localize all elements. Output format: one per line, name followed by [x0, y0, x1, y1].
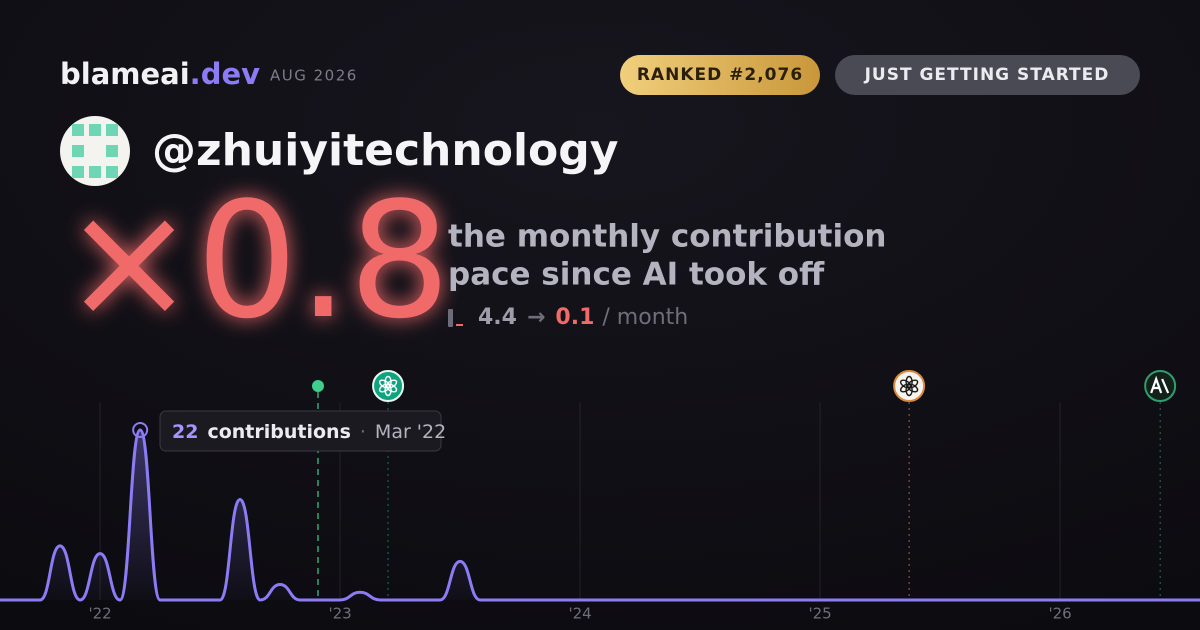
- tooltip-date: Mar '22: [375, 421, 446, 443]
- line: [0, 428, 1200, 602]
- pace-before: 4.4: [478, 305, 517, 330]
- chart: '22 '23 '24 '25 '26 22 contributions · Mar '22: [0, 370, 1200, 623]
- event-icon-ring: [1144, 370, 1177, 402]
- rank-badge: [620, 55, 820, 95]
- event-icon-ring: [893, 370, 926, 402]
- pace-arrow: →: [527, 305, 545, 330]
- status-badge-text: JUST GETTING STARTED: [864, 65, 1110, 85]
- pace-stats: 4.4 → 0.1 / month: [478, 305, 688, 330]
- pace-after: 0.1: [555, 305, 594, 330]
- tooltip-label: contributions: [207, 421, 350, 443]
- avatar: [60, 116, 130, 186]
- pace-unit: / month: [602, 305, 688, 330]
- tooltip-value: 22: [172, 421, 198, 443]
- tooltip-separator: ·: [360, 421, 366, 443]
- x-tick-label: '24: [568, 605, 591, 623]
- x-tick-label: '22: [88, 605, 111, 623]
- area: [0, 430, 1200, 600]
- status-badge: [835, 55, 1140, 95]
- event-icon: [893, 370, 926, 402]
- period: AUG 2026: [270, 67, 358, 85]
- tooltip: 22 contributions · Mar '22: [172, 421, 446, 443]
- description-line: the monthly contribution: [448, 219, 886, 255]
- event-icon-ring: [372, 370, 405, 402]
- tooltip-box: [159, 410, 442, 452]
- event-glyph: [378, 379, 391, 389]
- event-glyph: [899, 379, 912, 389]
- username: @zhuiyitechnology: [152, 125, 618, 176]
- multiplier: ×0.8: [62, 167, 451, 354]
- x-tick-label: '23: [328, 605, 351, 623]
- event-glyph: [1150, 375, 1170, 394]
- highlight-point: [132, 422, 149, 438]
- description-line: pace since AI took off: [448, 257, 825, 293]
- event-icon: [372, 370, 405, 402]
- mini-bars: [448, 309, 463, 327]
- x-tick-label: '26: [1048, 605, 1071, 623]
- rank-badge-text: RANKED #2,076: [637, 65, 803, 85]
- brand-name: blameai: [60, 57, 190, 91]
- x-tick-label: '25: [808, 605, 831, 623]
- brand: blameai.dev: [60, 57, 260, 91]
- event-icon: [1144, 370, 1177, 402]
- brand-tld: .dev: [190, 57, 260, 91]
- event-dot: [312, 380, 324, 392]
